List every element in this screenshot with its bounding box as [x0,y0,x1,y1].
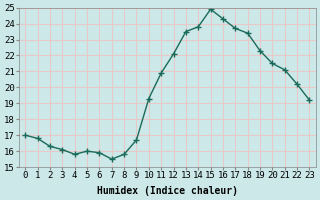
X-axis label: Humidex (Indice chaleur): Humidex (Indice chaleur) [97,186,238,196]
